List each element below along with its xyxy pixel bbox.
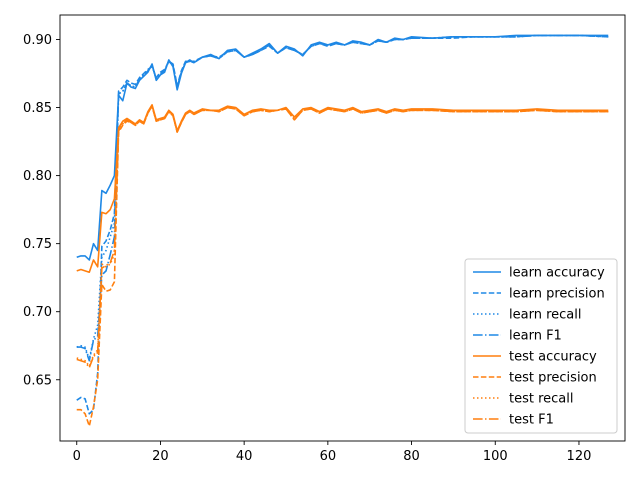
legend: learn accuracy learn precision learn recal… [464,258,618,434]
x-tick-label: 60 [320,449,337,464]
legend-label: learn recall [509,308,581,323]
series-layer [76,34,609,427]
legend-label: test precision [509,371,597,386]
y-tick-label: 0.80 [23,169,52,184]
y-tick-label: 0.75 [23,237,52,252]
legend-label: test recall [509,392,574,407]
x-tick-label: 80 [403,449,420,464]
legend-label: learn precision [509,287,605,302]
series-line-test-f1 [76,105,609,369]
series-line-test-accuracy [76,104,609,274]
legend-label: test accuracy [509,350,597,365]
legend-label: test F1 [509,413,554,428]
y-tick-label: 0.70 [23,305,52,320]
legend-label: learn accuracy [509,266,605,281]
x-tick-label: 20 [152,449,169,464]
x-tick-label: 100 [483,449,508,464]
series-line-test-recall [76,105,609,367]
x-tick-label: 40 [236,449,253,464]
series-line-learn-f1 [76,34,609,362]
legend-label: learn F1 [509,329,562,344]
axes-frame [59,14,626,442]
y-tick-label: 0.65 [23,373,52,388]
y-tick-label: 0.85 [23,101,52,116]
legend-box [464,258,618,434]
y-tick-label: 0.90 [23,33,52,48]
x-tick-label: 0 [73,449,81,464]
x-tick-label: 120 [567,449,592,464]
axes-layer: 0 20 40 60 80 100 120 0.65 0.70 0.75 0.80 0.85 0.90 [23,14,626,464]
